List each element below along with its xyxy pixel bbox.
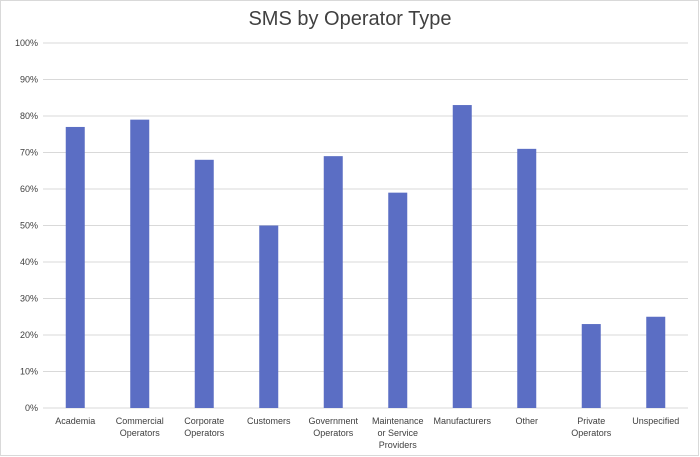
x-tick-label: Operators bbox=[313, 428, 354, 438]
bar bbox=[65, 126, 85, 408]
x-tick-label: Commercial bbox=[116, 416, 164, 426]
y-tick-label: 90% bbox=[20, 75, 38, 85]
x-tick-label: Operators bbox=[184, 428, 225, 438]
bar bbox=[259, 225, 279, 408]
x-tick-label: Government bbox=[308, 416, 358, 426]
x-tick-label: Other bbox=[515, 416, 538, 426]
x-tick-label: Private bbox=[577, 416, 605, 426]
bar bbox=[130, 119, 150, 409]
x-tick-label: Maintenance bbox=[372, 416, 424, 426]
y-tick-label: 20% bbox=[20, 330, 38, 340]
y-tick-label: 70% bbox=[20, 148, 38, 158]
bar bbox=[194, 159, 214, 408]
x-tick-label: Manufacturers bbox=[433, 416, 491, 426]
bar bbox=[388, 192, 408, 408]
x-tick-label: Academia bbox=[55, 416, 95, 426]
y-tick-label: 100% bbox=[15, 38, 38, 48]
bar bbox=[323, 156, 343, 408]
x-tick-label: Operators bbox=[571, 428, 612, 438]
x-tick-label: Operators bbox=[120, 428, 161, 438]
x-tick-label: or Service bbox=[377, 428, 418, 438]
y-tick-label: 30% bbox=[20, 294, 38, 304]
chart-title: SMS by Operator Type bbox=[248, 8, 452, 30]
bar bbox=[646, 316, 666, 408]
y-tick-label: 80% bbox=[20, 111, 38, 121]
bar bbox=[581, 324, 601, 408]
x-tick-label: Corporate bbox=[184, 416, 224, 426]
x-tick-label: Customers bbox=[247, 416, 291, 426]
y-tick-label: 0% bbox=[25, 403, 38, 413]
y-tick-label: 10% bbox=[20, 367, 38, 377]
x-tick-label: Unspecified bbox=[632, 416, 679, 426]
bar bbox=[452, 105, 472, 409]
bar bbox=[517, 148, 537, 408]
x-tick-label: Providers bbox=[379, 440, 418, 450]
y-tick-label: 50% bbox=[20, 221, 38, 231]
y-tick-label: 40% bbox=[20, 257, 38, 267]
y-tick-label: 60% bbox=[20, 184, 38, 194]
